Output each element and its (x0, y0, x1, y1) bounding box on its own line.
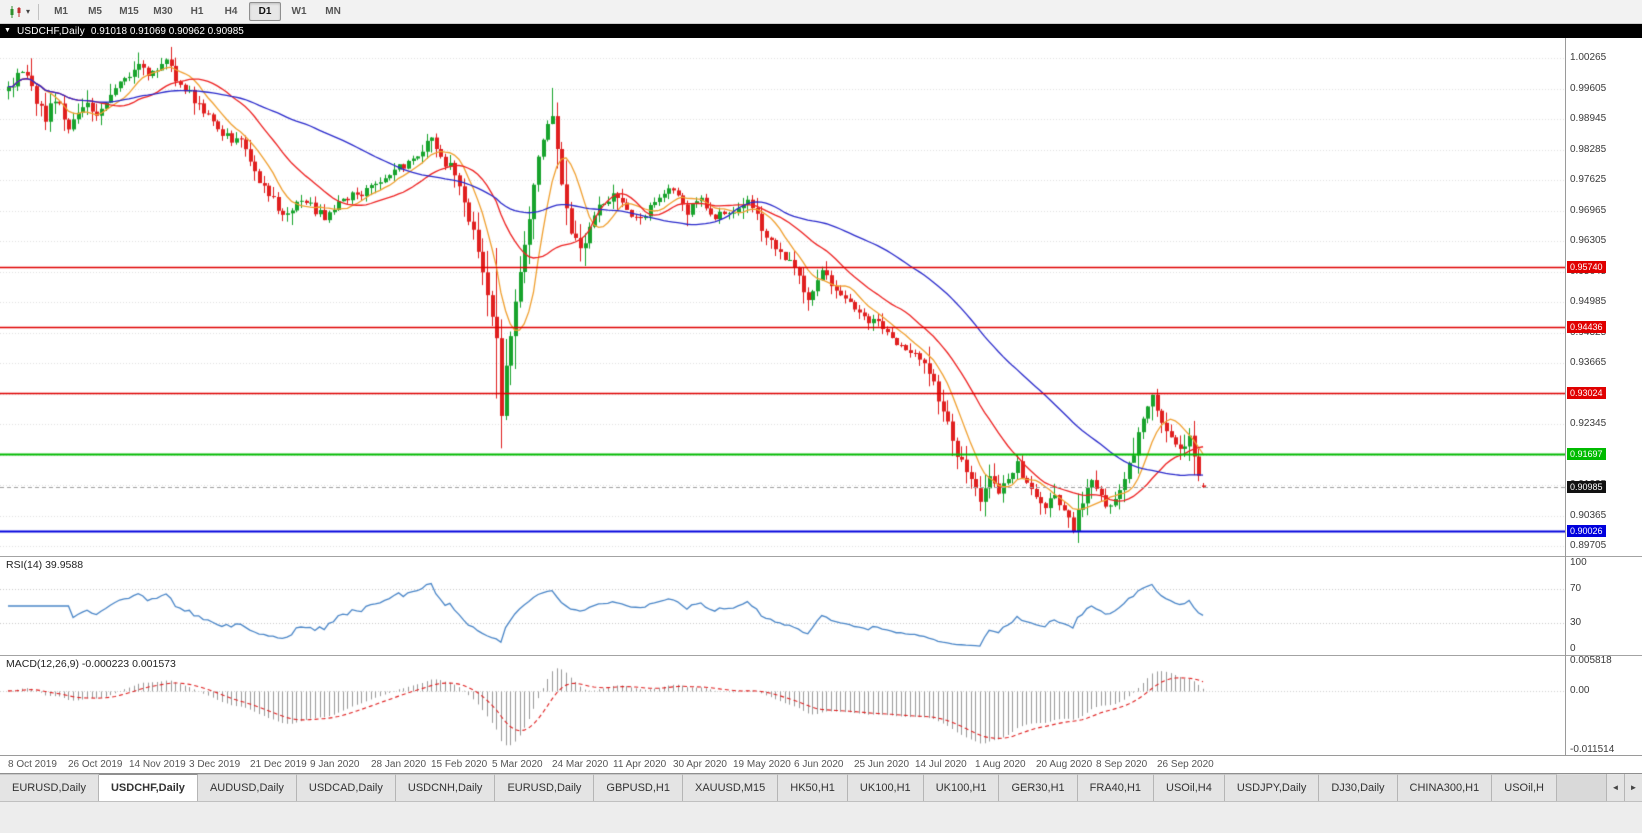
rsi-indicator-label: RSI(14) 39.9588 (6, 559, 84, 571)
time-axis[interactable]: 8 Oct 2019 26 Oct 2019 14 Nov 2019 3 Dec 20… (0, 755, 1642, 773)
tabs-scroll-right-button[interactable]: ► (1624, 774, 1642, 801)
price-axis-label: 0.94985 (1570, 296, 1607, 307)
date-axis-label: 3 Dec 2019 (189, 759, 241, 770)
chart-menu-icon[interactable]: ▼ (4, 27, 11, 34)
date-axis-label: 5 Mar 2020 (492, 759, 543, 770)
price-chart-canvas[interactable] (0, 38, 1565, 556)
price-axis-label: 0.89705 (1570, 540, 1607, 551)
date-axis-label: 26 Oct 2019 (68, 759, 123, 770)
tab-bar-spacer (1557, 774, 1606, 801)
chart-tab-uk100-h1[interactable]: UK100,H1 (847, 774, 924, 801)
date-axis-label: 6 Jun 2020 (794, 759, 844, 770)
macd-axis-label: -0.011514 (1570, 744, 1615, 755)
macd-indicator-label: MACD(12,26,9) -0.000223 0.001573 (6, 658, 176, 670)
price-axis-label: 0.93665 (1570, 357, 1607, 368)
timeframe-button-m1[interactable]: M1 (54, 6, 68, 17)
chart-tab-eurusd-daily[interactable]: EURUSD,Daily (0, 774, 99, 801)
date-axis-label: 25 Jun 2020 (854, 759, 910, 770)
macd-indicator-canvas[interactable] (0, 656, 1565, 755)
pane-separator[interactable] (0, 556, 1642, 557)
timeframe-button-h1[interactable]: H1 (190, 6, 204, 17)
chart-tab-usdjpy-daily[interactable]: USDJPY,Daily (1224, 774, 1320, 801)
timeframe-button-mn[interactable]: MN (325, 6, 341, 17)
date-axis-label: 8 Oct 2019 (8, 759, 57, 770)
chart-title-ohlc: 0.91018 0.91069 0.90962 0.90985 (90, 25, 244, 37)
chart-window-title-bar: ▼ USDCHF,Daily 0.91018 0.91069 0.90962 0… (0, 24, 1642, 38)
price-level-badge: 0.94436 (1567, 321, 1606, 333)
price-level-badge: 0.90026 (1567, 525, 1606, 537)
price-axis-label: 0.96305 (1570, 235, 1607, 246)
chart-tab-gbpusd-h1[interactable]: GBPUSD,H1 (594, 774, 683, 801)
timeframe-button-w1[interactable]: W1 (291, 6, 307, 17)
chart-tab-ger30-h1[interactable]: GER30,H1 (999, 774, 1078, 801)
chart-type-dropdown-icon[interactable]: ▾ (26, 6, 31, 16)
date-axis-label: 1 Aug 2020 (975, 759, 1026, 770)
date-axis-label: 24 Mar 2020 (552, 759, 609, 770)
pane-separator[interactable] (0, 655, 1642, 656)
chart-tab-audusd-daily[interactable]: AUDUSD,Daily (197, 774, 297, 801)
toolbar: ▾ M1 M5 M15 M30 H1 H4 D1 W1 MN (0, 0, 1642, 24)
chart-type-group: ▾ (5, 5, 33, 19)
price-axis-label: 0.90365 (1570, 510, 1607, 521)
price-axis[interactable]: 1.00265 0.99605 0.98945 0.98285 0.97625 0.969… (1565, 38, 1642, 755)
chart-tab-usdcad-daily[interactable]: USDCAD,Daily (296, 774, 396, 801)
chart-tab-xauusd-m15[interactable]: XAUUSD,M15 (682, 774, 779, 801)
chart-tab-china300-h1[interactable]: CHINA300,H1 (1397, 774, 1493, 801)
chart-title-symbol: USDCHF,Daily (16, 25, 85, 37)
price-level-badge: 0.95740 (1567, 261, 1606, 273)
price-level-badge: 0.91697 (1567, 448, 1606, 460)
chart-tab-uk100-h1[interactable]: UK100,H1 (923, 774, 1000, 801)
timeframe-button-m15[interactable]: M15 (119, 6, 139, 17)
date-axis-label: 14 Nov 2019 (129, 759, 186, 770)
chart-tab-hk50-h1[interactable]: HK50,H1 (778, 774, 848, 801)
rsi-axis-label: 30 (1570, 617, 1582, 628)
timeframe-button-d1[interactable]: D1 (249, 2, 282, 21)
chart-tab-usoil-h[interactable]: USOil,H (1492, 774, 1557, 801)
price-axis-label: 0.92345 (1570, 418, 1607, 429)
date-axis-label: 21 Dec 2019 (250, 759, 307, 770)
chart-area[interactable]: RSI(14) 39.9588 MACD(12,26,9) -0.000223 … (0, 38, 1642, 755)
chart-tab-usdcnh-daily[interactable]: USDCNH,Daily (395, 774, 496, 801)
timeframe-button-m30[interactable]: M30 (153, 6, 173, 17)
price-axis-label: 0.98945 (1570, 113, 1607, 124)
macd-axis-label: 0.005818 (1570, 655, 1612, 666)
rsi-axis-label: 70 (1570, 583, 1582, 594)
chart-tab-fra40-h1[interactable]: FRA40,H1 (1077, 774, 1155, 801)
date-axis-label: 9 Jan 2020 (310, 759, 360, 770)
price-level-badge: 0.93024 (1567, 387, 1606, 399)
candlestick-chart-icon[interactable] (8, 5, 24, 19)
rsi-indicator-canvas[interactable] (0, 557, 1565, 655)
chart-tab-dj30-daily[interactable]: DJ30,Daily (1319, 774, 1398, 801)
current-price-badge: 0.90985 (1567, 481, 1606, 493)
timeframe-buttons: M1 M5 M15 M30 H1 H4 D1 W1 MN (44, 2, 350, 21)
price-axis-label: 0.99605 (1570, 83, 1607, 94)
rsi-axis-label: 100 (1570, 557, 1587, 568)
rsi-axis-label: 0 (1570, 643, 1576, 654)
date-axis-label: 26 Sep 2020 (1157, 759, 1214, 770)
chart-tab-usoil-h4[interactable]: USOil,H4 (1154, 774, 1225, 801)
date-axis-label: 15 Feb 2020 (431, 759, 488, 770)
date-axis-label: 8 Sep 2020 (1096, 759, 1148, 770)
tabs-scroll-left-button[interactable]: ◄ (1606, 774, 1624, 801)
date-axis-label: 28 Jan 2020 (371, 759, 427, 770)
chart-tab-eurusd-daily[interactable]: EURUSD,Daily (495, 774, 595, 801)
status-bar (0, 801, 1642, 833)
macd-axis-label: 0.00 (1570, 685, 1590, 696)
date-axis-label: 14 Jul 2020 (915, 759, 967, 770)
chart-tabs-bar: EURUSD,Daily USDCHF,Daily AUDUSD,Daily USDC… (0, 773, 1642, 801)
price-axis-label: 0.97625 (1570, 174, 1607, 185)
date-axis-label: 30 Apr 2020 (673, 759, 727, 770)
timeframe-button-m5[interactable]: M5 (88, 6, 102, 17)
price-axis-label: 0.98285 (1570, 144, 1607, 155)
date-axis-label: 19 May 2020 (733, 759, 791, 770)
timeframe-button-h4[interactable]: H4 (224, 6, 238, 17)
price-axis-label: 1.00265 (1570, 52, 1607, 63)
toolbar-separator (38, 3, 40, 20)
date-axis-label: 20 Aug 2020 (1036, 759, 1093, 770)
chart-tab-usdchf-daily[interactable]: USDCHF,Daily (98, 774, 198, 801)
price-axis-label: 0.96965 (1570, 205, 1607, 216)
date-axis-label: 11 Apr 2020 (613, 759, 667, 770)
